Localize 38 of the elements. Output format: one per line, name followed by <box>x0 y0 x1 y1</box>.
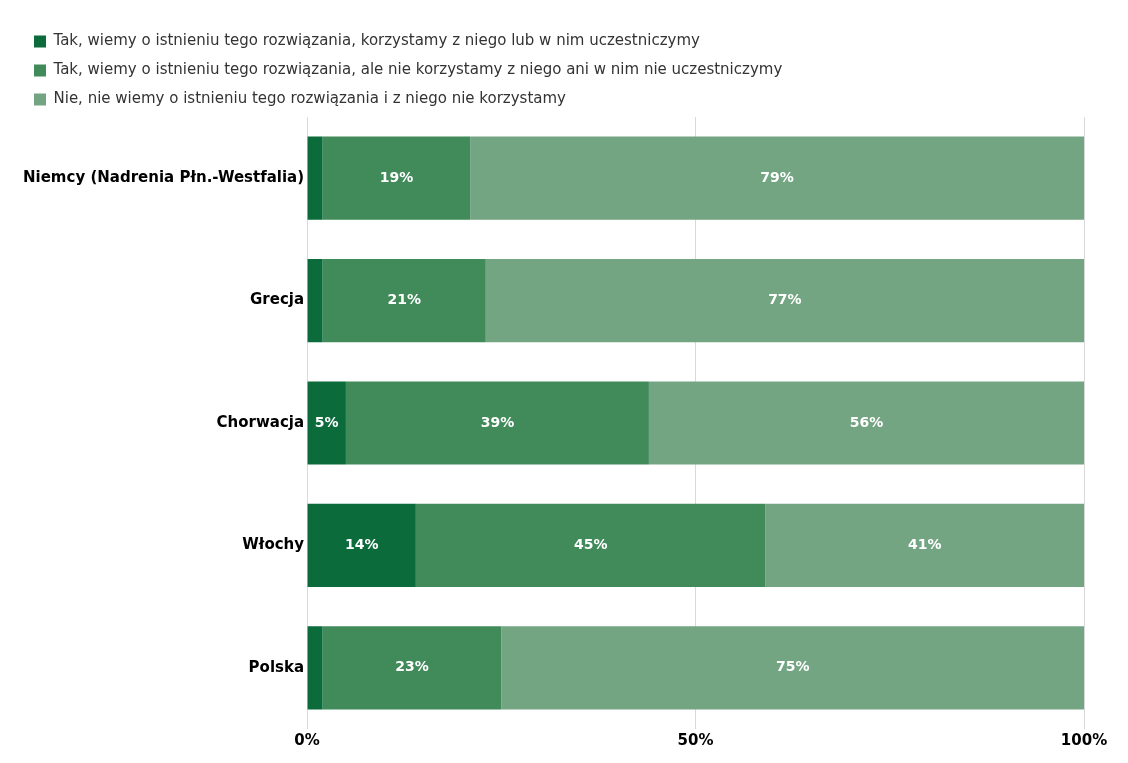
y-tick-label: Grecja <box>250 290 305 309</box>
x-tick-label: 50% <box>677 730 714 749</box>
bar <box>765 503 1084 588</box>
bar <box>648 381 1084 465</box>
bar <box>322 136 471 220</box>
data-label: 77% <box>768 291 802 308</box>
bar <box>307 626 323 710</box>
data-label: 45% <box>573 536 608 553</box>
data-label: 75% <box>775 658 810 675</box>
legend-label: Tak, wiemy o istnieniu tego rozwiązania, ale nie korzystamy z niego ani w nim nie uczestniczymy <box>52 60 783 79</box>
bar <box>470 136 1084 220</box>
bar <box>307 258 323 343</box>
bar <box>322 626 502 710</box>
bar <box>307 136 323 220</box>
y-tick-label: Polska <box>248 657 305 676</box>
bar <box>485 258 1084 343</box>
legend-label: Tak, wiemy o istnieniu tego rozwiązania, korzystamy z niego lub w nim uczestniczymy <box>52 31 701 50</box>
x-tick-label: 0% <box>294 730 320 749</box>
bar <box>322 258 486 343</box>
data-label: 41% <box>907 536 942 553</box>
data-label: 23% <box>395 658 429 675</box>
legend-label: Nie, nie wiemy o istnieniu tego rozwiązania i z niego nie korzystamy <box>53 89 567 108</box>
y-tick-label: Włochy <box>242 535 305 554</box>
bar <box>415 503 766 588</box>
data-label: 39% <box>480 413 515 430</box>
bar <box>307 503 416 588</box>
bar <box>501 626 1084 710</box>
bar <box>345 381 649 465</box>
y-tick-label: Niemcy (Nadrenia Płn.-Westfalia) <box>23 168 305 187</box>
data-label: 56% <box>849 413 884 430</box>
data-label: 79% <box>760 168 794 185</box>
data-label: 21% <box>387 291 421 308</box>
data-label: 19% <box>379 168 414 185</box>
y-tick-label: Chorwacja <box>216 412 305 431</box>
data-label: 14% <box>344 536 379 553</box>
data-label: 5% <box>314 413 339 430</box>
bar <box>307 381 346 465</box>
x-tick-label: 100% <box>1060 730 1108 749</box>
